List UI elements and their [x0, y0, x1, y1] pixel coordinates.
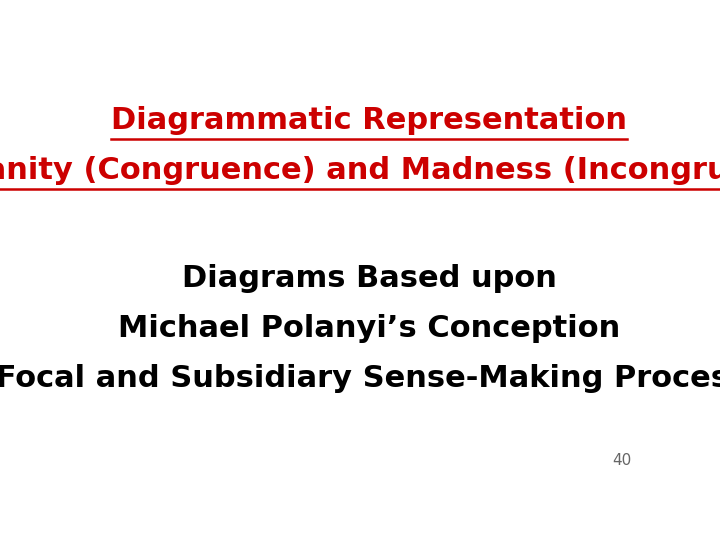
- Text: of Focal and Subsidiary Sense-Making Processes: of Focal and Subsidiary Sense-Making Pro…: [0, 364, 720, 393]
- Text: Diagrammatic Representation: Diagrammatic Representation: [111, 106, 627, 136]
- Text: Michael Polanyi’s Conception: Michael Polanyi’s Conception: [118, 314, 620, 343]
- Text: 40: 40: [612, 453, 631, 468]
- Text: Diagrams Based upon: Diagrams Based upon: [181, 265, 557, 293]
- Text: Of Sanity (Congruence) and Madness (Incongruence): Of Sanity (Congruence) and Madness (Inco…: [0, 156, 720, 185]
